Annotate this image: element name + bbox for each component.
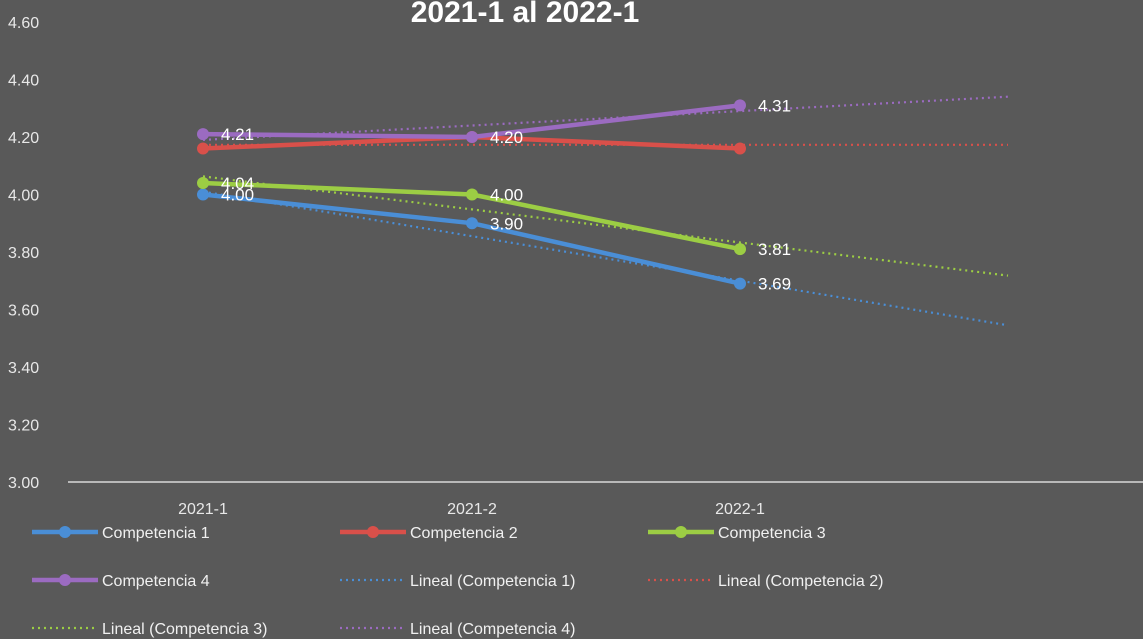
y-tick-label: 4.00 <box>8 188 39 205</box>
data-label: 3.90 <box>490 214 523 233</box>
y-axis: 3.00 3.20 3.40 3.60 3.80 4.00 4.20 4.40 4.60 <box>8 15 39 492</box>
legend-label: Competencia 4 <box>102 573 210 590</box>
y-tick-label: 3.40 <box>8 360 39 377</box>
y-tick-label: 4.40 <box>8 73 39 90</box>
data-labels: 4.003.903.694.204.044.003.814.214.31 <box>221 96 791 293</box>
x-tick-label: 2021-2 <box>447 501 497 518</box>
legend-item: Competencia 4 <box>32 573 210 590</box>
data-point <box>197 177 209 189</box>
x-axis: 2021-1 2021-2 2022-1 <box>178 501 765 518</box>
y-tick-label: 3.80 <box>8 245 39 262</box>
legend-label: Competencia 3 <box>718 525 826 542</box>
legend-label: Lineal (Competencia 2) <box>718 573 883 590</box>
data-label: 4.00 <box>490 186 523 205</box>
legend-item: Competencia 1 <box>32 525 210 542</box>
legend-item: Lineal (Competencia 3) <box>32 621 267 638</box>
y-tick-label: 3.60 <box>8 303 39 320</box>
data-point <box>466 217 478 230</box>
series-lines <box>197 99 746 290</box>
legend: Competencia 1 Competencia 2 Competencia 3 C… <box>32 525 883 638</box>
legend-swatch-marker <box>59 574 71 586</box>
data-point <box>197 142 209 155</box>
trendline <box>202 95 1009 141</box>
trendline <box>202 190 1009 327</box>
data-label: 4.04 <box>221 174 254 193</box>
data-point <box>197 188 209 201</box>
data-point <box>734 277 746 290</box>
data-point <box>466 131 478 143</box>
data-label: 3.69 <box>758 275 791 294</box>
trendlines <box>202 95 1009 327</box>
data-label: 4.00 <box>221 186 254 205</box>
data-point <box>734 243 746 256</box>
legend-label: Lineal (Competencia 3) <box>102 621 267 638</box>
legend-item: Lineal (Competencia 4) <box>340 621 575 638</box>
y-tick-label: 3.00 <box>8 475 39 492</box>
x-tick-label: 2021-1 <box>178 501 228 518</box>
legend-label: Lineal (Competencia 4) <box>410 621 575 638</box>
data-label: 4.21 <box>221 125 254 144</box>
legend-label: Competencia 1 <box>102 525 210 542</box>
legend-item: Competencia 2 <box>340 525 518 542</box>
legend-label: Lineal (Competencia 1) <box>410 573 575 590</box>
data-point <box>466 188 478 201</box>
chart-title: 2021-1 al 2022-1 <box>411 0 640 29</box>
legend-swatch-marker <box>59 526 71 538</box>
y-tick-label: 3.20 <box>8 418 39 435</box>
data-label: 3.81 <box>758 240 791 259</box>
data-label: 4.20 <box>490 128 523 147</box>
legend-item: Competencia 3 <box>648 525 826 542</box>
legend-swatch-marker <box>367 526 379 538</box>
y-tick-label: 4.20 <box>8 130 39 147</box>
x-tick-label: 2022-1 <box>715 501 765 518</box>
data-label: 4.31 <box>758 96 791 115</box>
y-tick-label: 4.60 <box>8 15 39 32</box>
legend-item: Lineal (Competencia 2) <box>648 573 883 590</box>
series-line <box>202 192 741 286</box>
trendline <box>202 175 1009 277</box>
data-point <box>734 142 746 155</box>
data-point <box>197 128 209 141</box>
data-point <box>734 99 746 112</box>
legend-label: Competencia 2 <box>410 525 518 542</box>
legend-swatch-marker <box>675 526 687 538</box>
legend-item: Lineal (Competencia 1) <box>340 573 575 590</box>
